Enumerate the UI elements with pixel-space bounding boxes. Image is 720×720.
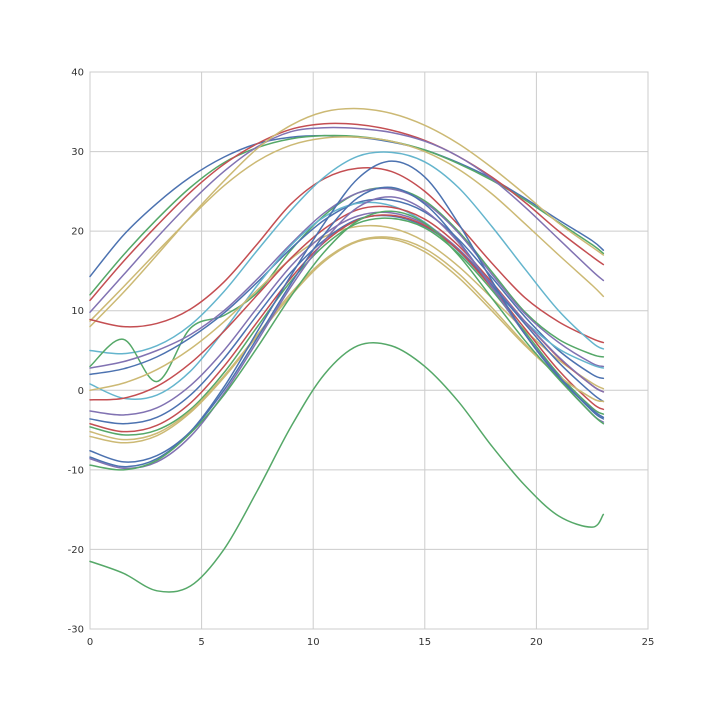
series-line-10 — [89, 187, 605, 369]
y-tick-label: 0 — [78, 386, 84, 397]
grid-lines — [89, 71, 649, 630]
x-tick-label: 20 — [530, 637, 543, 648]
series-line-4 — [89, 126, 605, 314]
series-line-11 — [89, 198, 605, 380]
series-line-25 — [89, 341, 605, 593]
series-line-2 — [89, 134, 605, 296]
x-axis-ticks: 0 5 10 15 20 25 — [87, 637, 655, 648]
y-axis-ticks: -30 -20 -10 0 10 20 30 40 — [68, 68, 84, 636]
x-tick-label: 10 — [307, 637, 320, 648]
y-tick-label: 20 — [71, 227, 84, 238]
x-tick-label: 0 — [87, 637, 93, 648]
x-tick-label: 5 — [198, 637, 204, 648]
y-tick-label: -10 — [68, 465, 84, 476]
series-lines — [89, 107, 605, 593]
series-line-24 — [89, 210, 605, 471]
y-tick-label: -20 — [68, 545, 84, 556]
y-tick-label: -30 — [68, 625, 84, 636]
series-line-20 — [89, 236, 605, 441]
series-line-18 — [89, 217, 605, 436]
series-line-23 — [89, 160, 605, 468]
plot-frame — [89, 71, 649, 630]
series-line-6 — [89, 136, 605, 322]
series-line-5 — [89, 107, 605, 328]
series-line-7 — [89, 166, 605, 344]
y-tick-label: 40 — [71, 68, 84, 79]
series-line-12 — [89, 201, 605, 400]
series-line-3 — [89, 122, 605, 302]
y-tick-label: 10 — [71, 306, 84, 317]
series-line-15 — [89, 211, 605, 416]
series-line-8 — [89, 151, 605, 355]
y-tick-label: 30 — [71, 147, 84, 158]
series-line-13 — [89, 224, 605, 392]
x-tick-label: 25 — [642, 637, 655, 648]
x-tick-label: 15 — [418, 637, 431, 648]
series-line-19 — [89, 237, 605, 444]
